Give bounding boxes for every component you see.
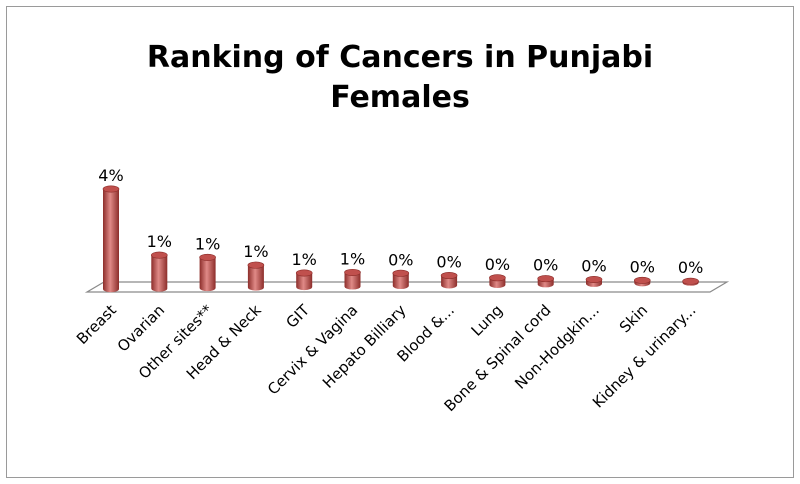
category-label-4: GIT	[282, 301, 313, 332]
bar-top-5	[344, 268, 361, 276]
bar-top-2	[199, 253, 216, 261]
category-label-8: Lung	[468, 301, 507, 340]
category-label-6: Hepato Billiary	[319, 301, 410, 392]
category-label-11: Skin	[616, 301, 651, 336]
data-label-11: 0%	[630, 257, 655, 276]
bar-5	[344, 272, 361, 290]
bar-top-9	[537, 275, 555, 283]
bar-top-3	[247, 261, 265, 269]
bar-7	[441, 275, 458, 289]
data-labels-group: 4% 1% 1% 1% 1% 1% 0% 0% 0% 0% 0% 0% 0%	[98, 166, 703, 277]
bar-top-1	[151, 251, 168, 259]
bar-0	[103, 189, 119, 293]
bar-top-11	[633, 276, 651, 284]
data-label-5: 1%	[340, 249, 365, 268]
bar-6	[392, 273, 409, 290]
data-label-1: 1%	[147, 232, 172, 251]
data-label-8: 0%	[485, 255, 510, 274]
chart-frame: Ranking of Cancers in Punjabi Females 4%…	[6, 6, 794, 478]
bar-top-6	[392, 269, 410, 277]
category-label-0: Breast	[73, 301, 120, 348]
data-label-6: 0%	[388, 250, 413, 269]
bar-top-10	[585, 276, 603, 284]
bar-top-8	[489, 274, 506, 282]
bar-top-12	[682, 277, 699, 285]
data-label-4: 1%	[292, 250, 317, 269]
bars-group	[102, 185, 699, 293]
data-label-2: 1%	[195, 234, 220, 253]
chart-title-line-2: Females	[330, 80, 470, 115]
data-label-9: 0%	[533, 256, 558, 275]
chart: Ranking of Cancers in Punjabi Females 4%…	[73, 40, 730, 416]
category-label-10: Non-Hodgkin...	[511, 301, 603, 393]
bar-4	[296, 272, 313, 291]
bar-3	[247, 265, 264, 291]
bar-top-4	[295, 269, 313, 277]
data-label-12: 0%	[678, 258, 703, 277]
bar-2	[199, 257, 216, 292]
chart-title-line-1: Ranking of Cancers in Punjabi	[147, 40, 653, 75]
data-label-3: 1%	[243, 242, 268, 261]
category-label-5: Cervix & Vagina	[264, 301, 361, 398]
data-label-0: 4%	[98, 166, 123, 185]
bar-top-7	[440, 272, 458, 280]
bar-top-0	[102, 185, 120, 193]
bar-1	[151, 255, 168, 292]
data-label-10: 0%	[581, 257, 606, 276]
data-label-7: 0%	[436, 253, 461, 272]
